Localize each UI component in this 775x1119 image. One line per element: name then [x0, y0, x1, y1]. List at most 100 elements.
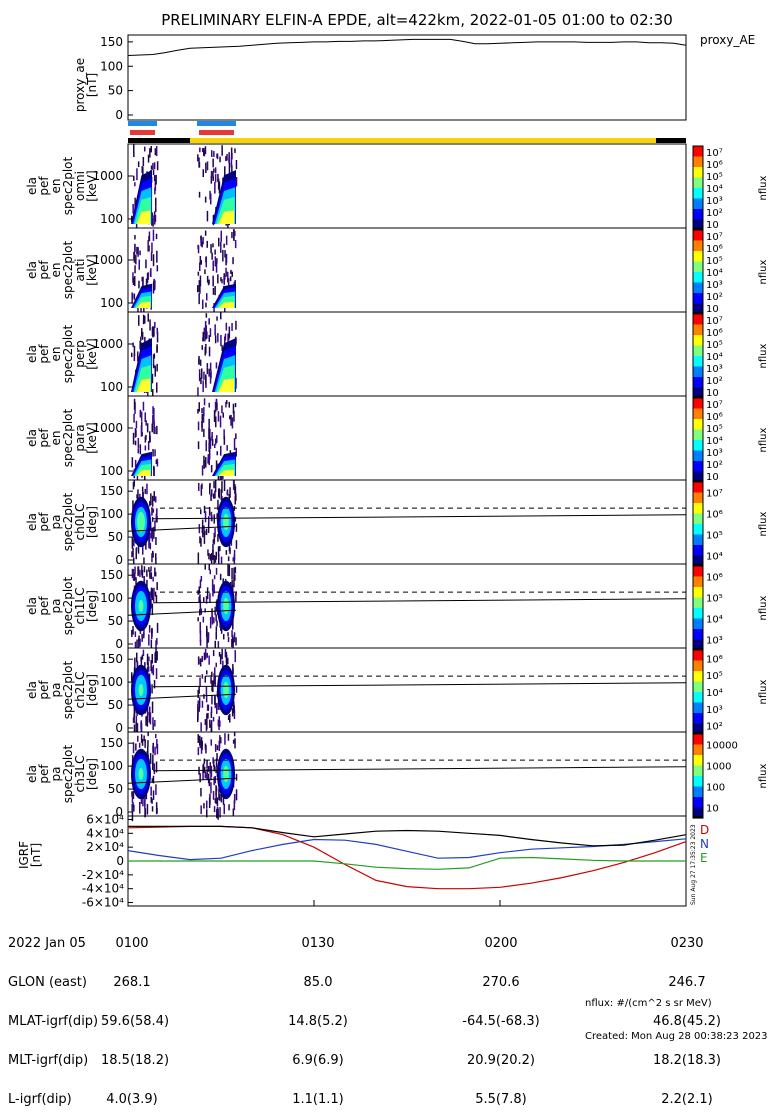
data-speckle [145, 716, 147, 726]
colorbar-tick-label: 10⁶ [706, 573, 723, 584]
colorbar-cell [693, 215, 703, 218]
panel-ytick-label: 100 [100, 464, 123, 478]
data-speckle [154, 720, 156, 727]
colorbar-cell [693, 708, 703, 712]
colorbar-cell [693, 629, 703, 632]
data-speckle [142, 157, 145, 167]
data-speckle [155, 640, 157, 651]
colorbar-cell [693, 715, 703, 718]
data-speckle [199, 599, 202, 611]
data-speckle [144, 471, 146, 483]
colorbar-tick-label: 10³ [706, 448, 723, 459]
data-speckle [154, 187, 156, 195]
data-speckle [137, 566, 139, 577]
data-speckle [143, 735, 145, 742]
colorbar-cell [693, 240, 703, 244]
panel-1-ylabel-line: spec2plot [61, 156, 75, 215]
data-speckle [197, 285, 199, 293]
colorbar-cell [693, 641, 703, 645]
colorbar-cell [693, 742, 703, 746]
data-speckle [215, 614, 217, 622]
panel-ytick-label: 1000 [92, 421, 123, 435]
panel-8-ylabel-line: ch3LC [73, 756, 87, 793]
colorbar-cell [693, 356, 703, 359]
data-speckle [214, 249, 216, 255]
data-speckle [150, 493, 152, 506]
data-speckle [155, 537, 157, 545]
data-speckle [205, 440, 207, 452]
value-l-0100: 4.0(3.9) [106, 1092, 158, 1107]
data-speckle [132, 500, 134, 510]
data-speckle [155, 802, 158, 815]
colorbar-cell [693, 685, 703, 689]
data-speckle [200, 538, 202, 547]
data-speckle [153, 175, 156, 181]
data-speckle [235, 523, 238, 532]
data-speckle [214, 167, 217, 174]
data-speckle [197, 689, 199, 699]
data-speckle [227, 657, 229, 665]
colorbar-cell [693, 545, 703, 548]
colorbar-cell [693, 368, 703, 372]
data-speckle [152, 508, 155, 513]
data-speckle [205, 745, 207, 754]
colorbar-cell [693, 269, 703, 273]
data-speckle [152, 389, 154, 398]
data-speckle [223, 435, 226, 445]
data-speckle [151, 603, 154, 616]
colorbar-tick-label: 10⁵ [706, 256, 723, 267]
colorbar-cell [693, 391, 703, 395]
data-speckle [213, 481, 215, 489]
proxy-ylabel-line: proxy_ae [73, 58, 87, 112]
data-speckle [205, 332, 207, 340]
data-speckle [202, 299, 204, 309]
colorbar-tick-label: 10² [706, 376, 723, 387]
data-speckle [212, 687, 214, 693]
elfin-summary-plot: PRELIMINARY ELFIN-A EPDE, alt=422km, 202… [17, 11, 769, 910]
data-speckle [199, 373, 201, 379]
data-speckle [227, 636, 230, 643]
data-speckle [208, 516, 210, 525]
data-speckle [131, 809, 134, 822]
data-speckle [135, 577, 137, 588]
colorbar-cell [693, 643, 703, 647]
loss-cone-solid-line [152, 682, 687, 688]
data-speckle [155, 648, 157, 659]
data-speckle [213, 151, 215, 157]
colorbar-cell [693, 673, 703, 676]
data-speckle [131, 352, 133, 358]
igrf-ylabel-line: IGRF [17, 841, 31, 869]
data-speckle [213, 554, 215, 567]
data-speckle [226, 400, 228, 405]
data-speckle [198, 524, 201, 534]
colorbar-cell [693, 299, 703, 302]
data-speckle [154, 746, 156, 756]
data-speckle [210, 193, 212, 205]
data-speckle [142, 798, 144, 807]
panel-5-ylabel-line: pef [37, 512, 51, 532]
colorbar-cell [693, 744, 703, 748]
data-speckle [149, 753, 152, 765]
data-speckle [131, 672, 133, 682]
data-speckle [154, 426, 156, 434]
panel-4-ylabel-line: para [73, 424, 87, 451]
data-speckle [197, 271, 200, 276]
colorbar-cell [693, 362, 703, 365]
data-speckle [150, 527, 153, 539]
panel-ytick-label: 1000 [92, 169, 123, 183]
loss-cone-solid-line [152, 514, 687, 520]
data-speckle [132, 481, 135, 490]
data-speckle [198, 356, 200, 365]
data-speckle [228, 157, 230, 162]
data-speckle [230, 539, 233, 546]
panel-3-ylabel-line: pef [37, 344, 51, 364]
colorbar-cell [693, 612, 703, 615]
panel-4-ylabel-line: ela [25, 429, 39, 447]
data-speckle [204, 530, 206, 535]
data-speckle [214, 174, 217, 183]
data-speckle [215, 416, 217, 428]
data-speckle [132, 538, 134, 546]
colorbar-cell [693, 274, 703, 277]
colorbar-cell [693, 689, 703, 693]
